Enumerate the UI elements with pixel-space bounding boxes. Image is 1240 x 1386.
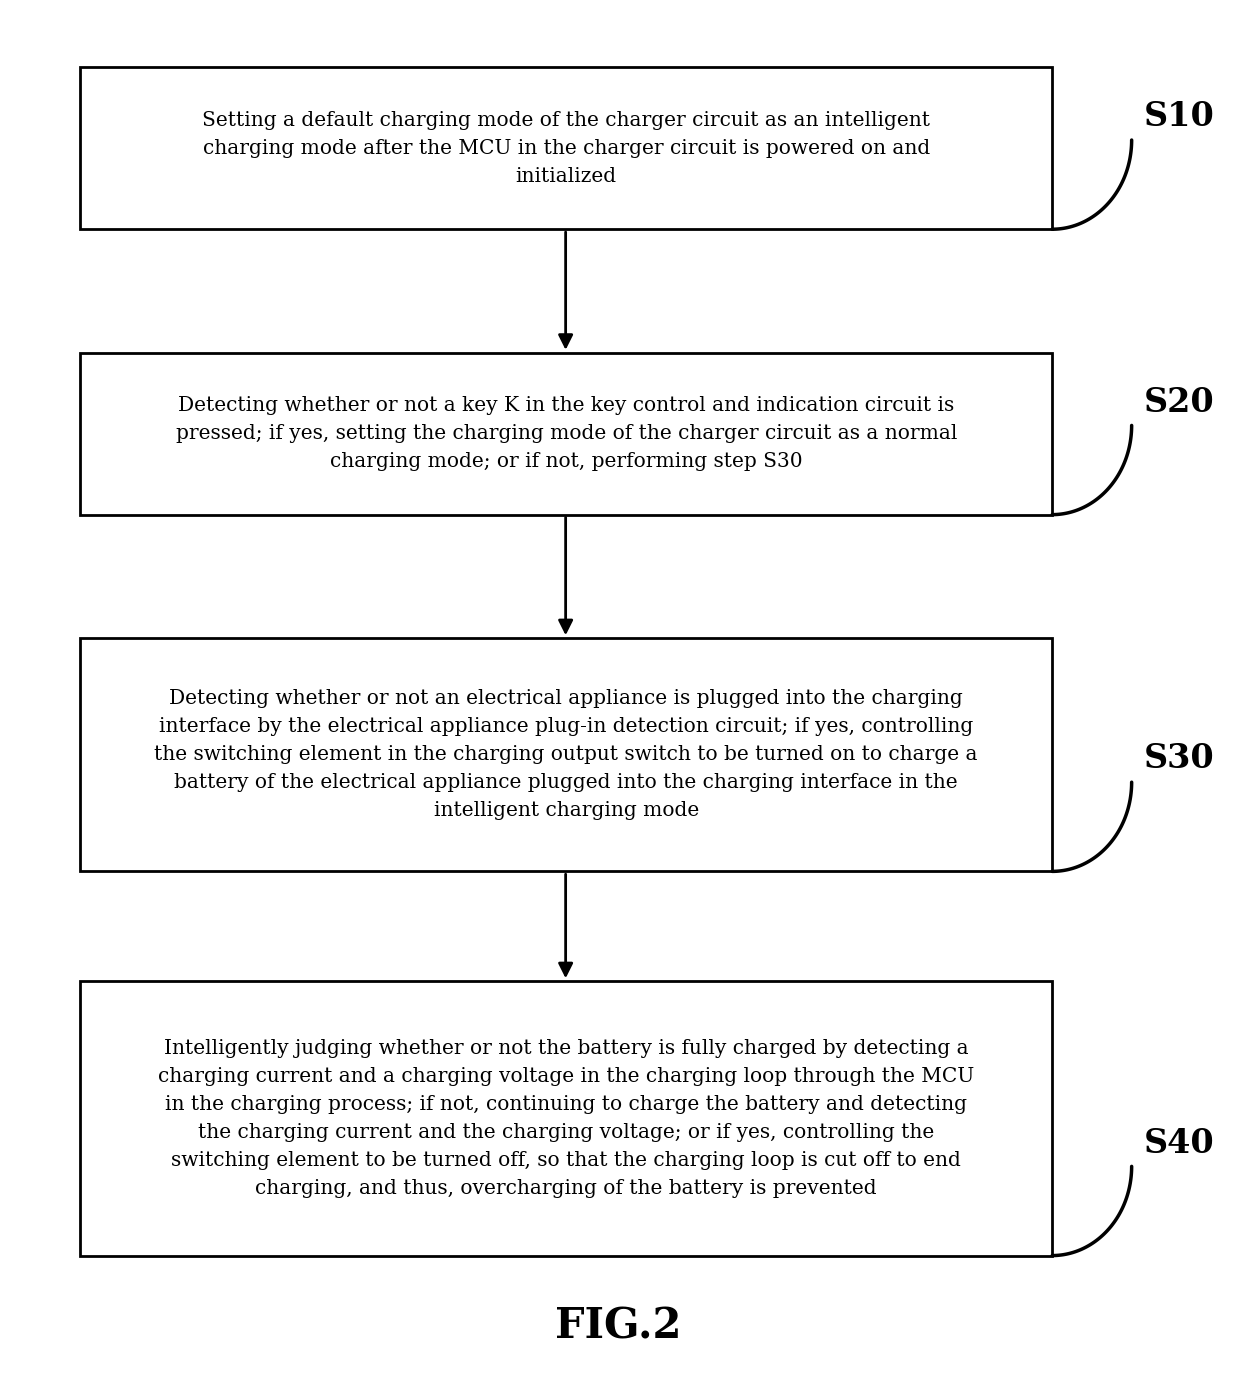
Text: Setting a default charging mode of the charger circuit as an intelligent
chargin: Setting a default charging mode of the c… (202, 111, 930, 186)
Text: S20: S20 (1143, 385, 1215, 419)
Text: Detecting whether or not an electrical appliance is plugged into the charging
in: Detecting whether or not an electrical a… (155, 689, 978, 821)
Text: FIG.2: FIG.2 (556, 1306, 682, 1349)
Text: S10: S10 (1143, 100, 1215, 133)
Text: Detecting whether or not a key K in the key control and indication circuit is
pr: Detecting whether or not a key K in the … (176, 396, 957, 471)
Text: S40: S40 (1143, 1127, 1215, 1160)
Text: S30: S30 (1143, 743, 1215, 775)
FancyBboxPatch shape (81, 981, 1053, 1256)
FancyBboxPatch shape (81, 638, 1053, 872)
Text: Intelligently judging whether or not the battery is fully charged by detecting a: Intelligently judging whether or not the… (159, 1040, 975, 1198)
FancyBboxPatch shape (81, 68, 1053, 229)
FancyBboxPatch shape (81, 352, 1053, 514)
